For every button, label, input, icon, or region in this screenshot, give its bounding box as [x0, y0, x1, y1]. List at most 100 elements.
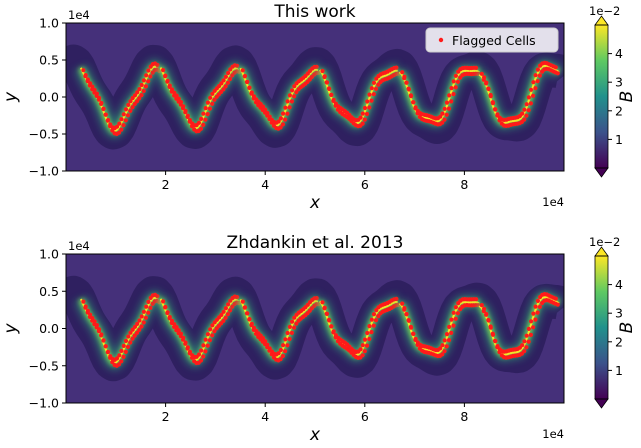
flagged-cell	[280, 122, 285, 127]
flagged-cell	[219, 312, 224, 317]
flagged-cell	[373, 318, 379, 323]
flagged-cell	[144, 304, 149, 309]
flagged-cell	[367, 336, 372, 342]
flagged-cell	[535, 67, 541, 72]
flagged-cell	[172, 90, 177, 95]
y-offset-label: 1e4	[68, 239, 90, 253]
flagged-cell	[187, 118, 193, 123]
flagged-cell	[533, 304, 538, 309]
flagged-cell	[103, 344, 108, 349]
flagged-cell	[364, 343, 370, 348]
flagged-cell	[482, 306, 487, 311]
flagged-cell	[453, 316, 458, 321]
flagged-cells	[400, 297, 481, 359]
flagged-cell	[360, 353, 365, 358]
legend-box	[425, 27, 559, 53]
flagged-cell	[285, 330, 290, 336]
flagged-cell	[181, 104, 186, 109]
flagged-cell	[97, 95, 102, 100]
flagged-cell	[444, 332, 450, 337]
flagged-cell	[524, 113, 529, 118]
flagged-cell	[280, 353, 285, 359]
x-axis-label: x	[309, 425, 321, 445]
flagged-cell	[528, 101, 534, 106]
chart-title: Zhdankin et al. 2013	[227, 233, 404, 253]
flagged-cell	[447, 93, 452, 98]
flagged-cell	[369, 330, 374, 335]
flagged-cell	[411, 331, 416, 336]
flagged-cells	[161, 63, 242, 134]
flagged-cell	[446, 106, 452, 111]
flagged-cell	[240, 68, 245, 73]
flagged-cell	[490, 332, 496, 337]
flagged-cells	[320, 296, 401, 360]
flagged-cell	[283, 117, 288, 122]
flagged-cell	[451, 323, 456, 328]
colorbar-label: B	[617, 91, 637, 103]
flagged-cell	[263, 339, 268, 344]
flagged-cell	[369, 317, 374, 322]
y-tick-label: 0.5	[39, 53, 59, 68]
flagged-cell	[265, 110, 270, 116]
flagged-cell	[165, 310, 170, 315]
flagged-cell	[364, 111, 370, 117]
flagged-cell	[444, 344, 449, 349]
flagged-cell	[526, 108, 531, 113]
colorbar-offset-label: 1e−2	[589, 235, 620, 249]
colorbar-extend-min	[594, 167, 609, 178]
flagged-cell	[533, 86, 538, 91]
x-tick-label: 4	[261, 409, 269, 424]
flagged-cell	[373, 86, 379, 91]
flagged-cell	[176, 328, 181, 333]
x-tick-label: 6	[361, 409, 369, 424]
flagged-cell	[322, 305, 327, 310]
flagged-cell	[533, 73, 538, 78]
flagged-cell	[520, 343, 525, 348]
flagged-cell	[99, 100, 104, 106]
flagged-cell	[402, 306, 407, 311]
flagged-cell	[482, 75, 487, 80]
flagged-cell	[327, 86, 332, 91]
flagged-cell	[123, 118, 128, 123]
flagged-cell	[524, 345, 529, 350]
flagged-cell	[278, 357, 283, 362]
colorbar-tick-label: 3	[615, 306, 623, 321]
flagged-cell	[85, 77, 90, 82]
flagged-cell	[320, 68, 325, 74]
flagged-cell	[114, 124, 120, 129]
flagged-cell	[451, 310, 456, 315]
flagged-cell	[535, 79, 540, 84]
flagged-cell	[210, 101, 215, 106]
flagged-cell	[526, 95, 532, 100]
flagged-cell	[528, 332, 534, 337]
flagged-cell	[108, 354, 113, 359]
flagged-cell	[163, 73, 168, 78]
flagged-cell	[331, 329, 336, 334]
flagged-cell	[143, 315, 148, 320]
flagged-cells	[479, 60, 560, 128]
flagged-cell	[493, 107, 498, 112]
flagged-cell	[81, 299, 86, 304]
flagged-cell	[123, 338, 129, 343]
flagged-cell	[99, 332, 104, 337]
x-tick-label: 2	[162, 409, 170, 424]
flagged-cell	[210, 333, 215, 338]
flagged-cell	[314, 296, 319, 301]
flagged-cell	[535, 298, 541, 303]
x-offset-label: 1e4	[542, 195, 564, 209]
flagged-cell	[265, 342, 270, 347]
flagged-cell	[141, 88, 146, 94]
flagged-cell	[526, 339, 531, 344]
flagged-cell	[176, 96, 181, 101]
flagged-cell	[181, 335, 186, 340]
flagged-cell	[358, 347, 363, 352]
flagged-cell	[178, 331, 184, 336]
flagged-cell	[365, 99, 370, 104]
flagged-cell	[329, 324, 334, 329]
flagged-cell	[260, 336, 266, 341]
flagged-cell	[196, 352, 202, 357]
flagged-cell	[371, 312, 377, 317]
flagged-cell	[135, 90, 140, 95]
x-tick-label: 6	[361, 177, 369, 192]
y-axis-label: y	[1, 91, 21, 103]
